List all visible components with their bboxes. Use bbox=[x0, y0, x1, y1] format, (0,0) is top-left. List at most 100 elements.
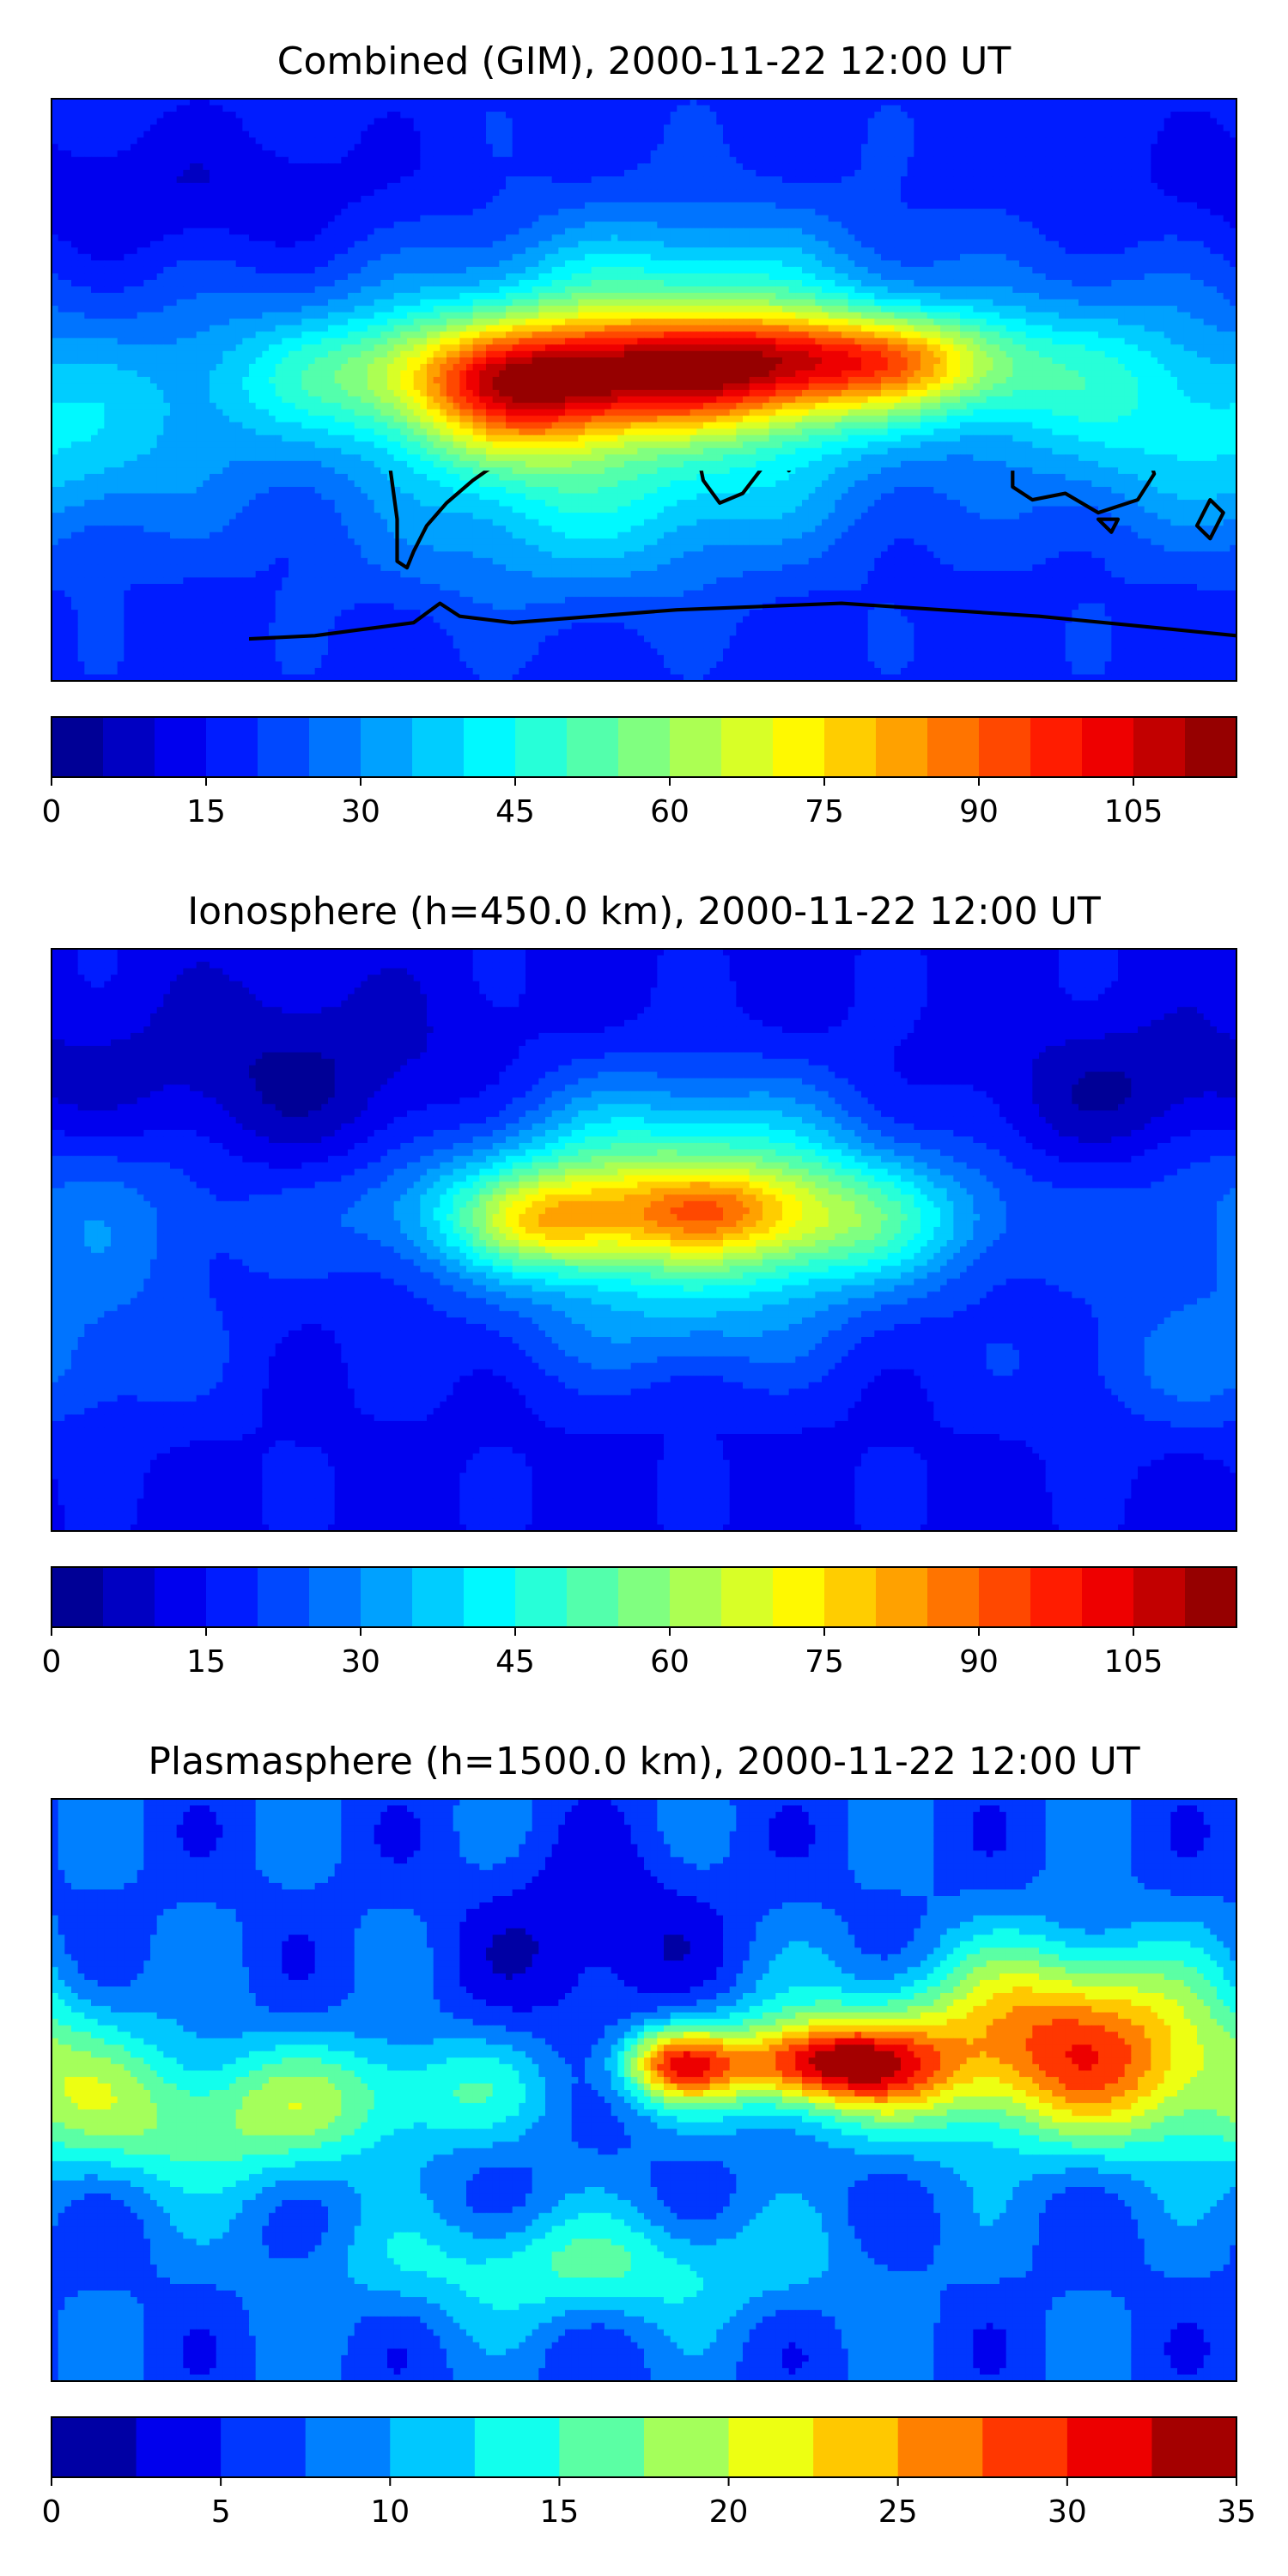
field-cell bbox=[887, 228, 895, 235]
field-cell bbox=[940, 215, 948, 222]
field-cell bbox=[131, 266, 138, 274]
field-cell bbox=[927, 150, 934, 158]
field-cell bbox=[466, 273, 474, 281]
field-cell bbox=[275, 189, 283, 197]
field-cell bbox=[762, 125, 770, 132]
field-cell bbox=[835, 209, 842, 216]
field-cell bbox=[538, 228, 546, 235]
field-cell bbox=[156, 150, 164, 158]
field-cell bbox=[387, 222, 395, 229]
field-cell bbox=[1170, 99, 1178, 106]
field-cell bbox=[1019, 196, 1027, 204]
field-cell bbox=[802, 260, 810, 268]
field-cell bbox=[769, 99, 776, 106]
field-cell bbox=[637, 215, 645, 222]
field-cell bbox=[650, 202, 658, 210]
field-cell bbox=[940, 196, 948, 204]
field-cell bbox=[84, 202, 92, 210]
field-cell bbox=[999, 266, 1007, 274]
field-cell bbox=[1170, 260, 1178, 268]
field-cell bbox=[565, 176, 573, 184]
field-cell bbox=[1059, 131, 1066, 138]
field-cell bbox=[472, 99, 480, 106]
field-cell bbox=[512, 215, 519, 222]
field-cell bbox=[137, 253, 144, 261]
field-cell bbox=[1104, 99, 1112, 106]
field-cell bbox=[124, 234, 131, 242]
field-cell bbox=[210, 112, 217, 119]
field-cell bbox=[190, 260, 197, 268]
field-cell bbox=[262, 112, 270, 119]
field-cell bbox=[946, 234, 954, 242]
field-cell bbox=[558, 202, 566, 210]
field-cell bbox=[828, 273, 835, 281]
field-cell bbox=[314, 273, 322, 281]
field-cell bbox=[190, 240, 197, 248]
field-cell bbox=[881, 112, 889, 119]
field-cell bbox=[466, 169, 474, 177]
field-cell bbox=[519, 125, 526, 132]
field-cell bbox=[1190, 209, 1198, 216]
field-cell bbox=[565, 143, 573, 151]
field-cell bbox=[97, 137, 105, 145]
field-cell bbox=[170, 137, 178, 145]
field-cell bbox=[835, 112, 842, 119]
field-cell bbox=[249, 99, 257, 106]
field-cell bbox=[953, 196, 961, 204]
field-cell bbox=[1151, 112, 1158, 119]
field-cell bbox=[52, 176, 59, 184]
field-cell bbox=[670, 266, 677, 274]
field-cell bbox=[380, 247, 388, 255]
field-cell bbox=[538, 202, 546, 210]
field-cell bbox=[440, 169, 447, 177]
field-cell bbox=[670, 169, 677, 177]
field-cell bbox=[190, 234, 197, 242]
field-cell bbox=[966, 176, 974, 184]
field-cell bbox=[255, 105, 263, 112]
field-cell bbox=[683, 169, 691, 177]
field-cell bbox=[617, 137, 625, 145]
field-cell bbox=[1151, 222, 1158, 229]
field-cell bbox=[637, 234, 645, 242]
field-cell bbox=[368, 176, 375, 184]
field-cell bbox=[235, 266, 243, 274]
field-cell bbox=[881, 222, 889, 229]
field-cell bbox=[427, 273, 434, 281]
field-cell bbox=[163, 253, 171, 261]
field-cell bbox=[413, 260, 421, 268]
field-cell bbox=[980, 163, 987, 171]
field-cell bbox=[170, 176, 178, 184]
field-cell bbox=[907, 112, 914, 119]
field-cell bbox=[71, 137, 79, 145]
field-cell bbox=[736, 196, 744, 204]
field-cell bbox=[881, 176, 889, 184]
field-cell bbox=[176, 163, 184, 171]
field-cell bbox=[736, 99, 744, 106]
field-cell bbox=[775, 222, 783, 229]
field-cell bbox=[499, 150, 507, 158]
field-cell bbox=[743, 169, 750, 177]
field-cell bbox=[887, 118, 895, 125]
field-cell bbox=[637, 209, 645, 216]
field-cell bbox=[762, 228, 770, 235]
field-cell bbox=[222, 228, 230, 235]
field-cell bbox=[881, 260, 889, 268]
field-cell bbox=[729, 163, 737, 171]
field-cell bbox=[874, 215, 882, 222]
field-cell bbox=[1084, 143, 1092, 151]
field-cell bbox=[1118, 215, 1126, 222]
field-cell bbox=[262, 196, 270, 204]
field-cell bbox=[368, 247, 375, 255]
field-cell bbox=[637, 131, 645, 138]
field-cell bbox=[1203, 176, 1211, 184]
field-cell bbox=[472, 150, 480, 158]
field-cell bbox=[1098, 189, 1106, 197]
field-cell bbox=[472, 118, 480, 125]
field-cell bbox=[630, 234, 638, 242]
field-cell bbox=[216, 156, 223, 164]
field-cell bbox=[914, 240, 921, 248]
field-cell bbox=[822, 137, 829, 145]
field-cell bbox=[1183, 169, 1191, 177]
field-cell bbox=[617, 240, 625, 248]
field-cell bbox=[867, 99, 875, 106]
